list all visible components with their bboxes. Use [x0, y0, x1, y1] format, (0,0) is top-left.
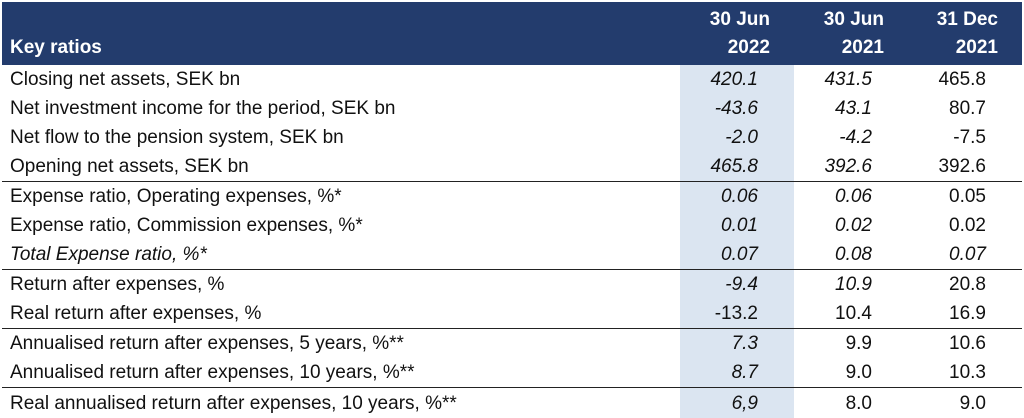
cell-value: 0.08 [835, 244, 872, 265]
cell-value: 0.07 [680, 240, 794, 270]
row-label: Real return after expenses, % [10, 303, 262, 324]
cell-value: 7.3 [680, 328, 794, 358]
row-label: Opening net assets, SEK bn [10, 156, 249, 177]
cell-value: 0.01 [680, 211, 794, 240]
cell-value: 465.8 [680, 152, 794, 182]
table-row: Real return after expenses, % -13.2 10.4… [2, 299, 1022, 329]
cell-value: 9.0 [908, 387, 1022, 418]
column-header-30-jun-2021: 30 Jun 2021 [823, 9, 884, 58]
row-label: Net flow to the pension system, SEK bn [10, 127, 344, 148]
cell-value: -2.0 [680, 123, 794, 152]
cell-value: -13.2 [680, 299, 794, 329]
cell-value: 0.06 [680, 181, 794, 211]
column-header-30-jun-2022: 30 Jun 2022 [709, 9, 770, 58]
cell-value: 9.9 [794, 328, 908, 358]
table-row: Expense ratio, Operating expenses, %* 0.… [2, 181, 1022, 211]
cell-value: 10.9 [794, 269, 908, 299]
row-label: Annualised return after expenses, 5 year… [2, 328, 680, 358]
table-row: Real annualised return after expenses, 1… [2, 387, 1022, 418]
table-row: Opening net assets, SEK bn 465.8 392.6 3… [2, 152, 1022, 182]
table-row: Return after expenses, % -9.4 10.9 20.8 [2, 269, 1022, 299]
table-row: Annualised return after expenses, 10 yea… [2, 358, 1022, 388]
cell-value: 0.07 [949, 244, 986, 265]
cell-value: 392.6 [824, 156, 872, 177]
cell-value: 0.02 [949, 215, 986, 236]
cell-value: 10.4 [835, 303, 872, 324]
cell-value: 9.0 [845, 362, 872, 383]
row-label: Closing net assets, SEK bn [10, 69, 241, 90]
table-row: Annualised return after expenses, 5 year… [2, 328, 1022, 358]
table-header-row: Key ratios 30 Jun 2022 30 Jun 2021 31 De… [2, 2, 1022, 65]
row-label: Return after expenses, % [2, 269, 680, 299]
cell-value: 0.06 [794, 181, 908, 211]
cell-value: 43.1 [835, 98, 872, 119]
cell-value: -7.5 [953, 127, 986, 148]
cell-value: 0.02 [835, 215, 872, 236]
cell-value: 6,9 [680, 387, 794, 418]
table-row: Total Expense ratio, %* 0.07 0.08 0.07 [2, 240, 1022, 270]
cell-value: -9.4 [680, 269, 794, 299]
table-row: Closing net assets, SEK bn 420.1 431.5 4… [2, 65, 1022, 94]
row-label: Expense ratio, Operating expenses, %* [2, 181, 680, 211]
row-label: Total Expense ratio, %* [10, 244, 207, 265]
cell-value: -4.2 [839, 127, 872, 148]
cell-value: -43.6 [680, 94, 794, 123]
table-row: Net flow to the pension system, SEK bn -… [2, 123, 1022, 152]
cell-value: 20.8 [908, 269, 1022, 299]
cell-value: 420.1 [680, 65, 794, 94]
table-row: Net investment income for the period, SE… [2, 94, 1022, 123]
cell-value: 0.05 [908, 181, 1022, 211]
row-label: Expense ratio, Commission expenses, %* [10, 215, 363, 236]
cell-value: 392.6 [938, 156, 986, 177]
row-label: Net investment income for the period, SE… [10, 98, 396, 119]
cell-value: 16.9 [949, 303, 986, 324]
column-header-31-dec-2021: 31 Dec 2021 [936, 9, 998, 58]
cell-value: 8.7 [680, 358, 794, 388]
cell-value: 10.3 [949, 362, 986, 383]
table-row: Expense ratio, Commission expenses, %* 0… [2, 211, 1022, 240]
cell-value: 431.5 [824, 69, 872, 90]
cell-value: 465.8 [938, 69, 986, 90]
cell-value: 8.0 [794, 387, 908, 418]
cell-value: 80.7 [949, 98, 986, 119]
cell-value: 10.6 [908, 328, 1022, 358]
row-label: Real annualised return after expenses, 1… [2, 387, 680, 418]
row-label: Annualised return after expenses, 10 yea… [10, 362, 415, 383]
table-title: Key ratios [10, 37, 102, 58]
